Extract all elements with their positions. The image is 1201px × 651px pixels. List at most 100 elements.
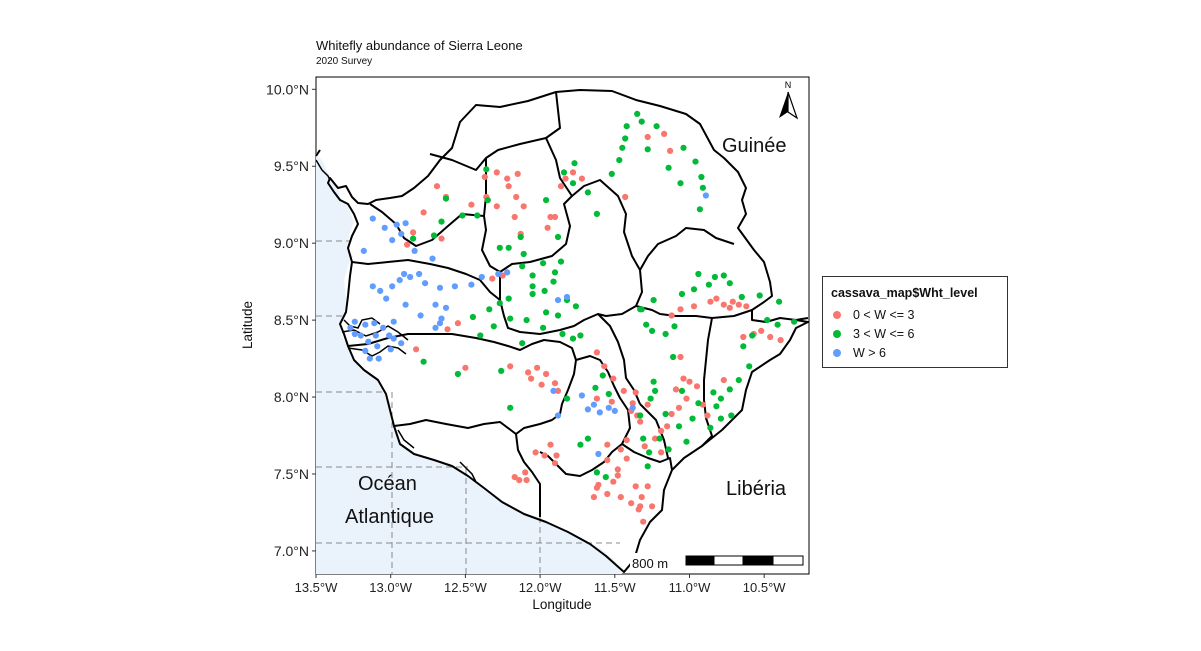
point-mid-109 [717, 395, 725, 402]
point-high-34 [371, 320, 378, 327]
point-mid-72 [602, 474, 609, 481]
point-low-30 [489, 275, 496, 282]
y-axis-label: Latitude [240, 301, 255, 349]
point-high-25 [417, 312, 424, 319]
x-axis-label: Longitude [532, 597, 591, 612]
point-high-27 [442, 304, 450, 311]
point-low-53 [604, 441, 611, 448]
point-low-109 [693, 383, 701, 390]
point-mid-92 [695, 270, 702, 278]
point-high-16 [422, 280, 429, 287]
label-ocean-line2: Atlantique [345, 506, 434, 528]
point-low-63 [595, 481, 602, 488]
point-mid-14 [540, 260, 547, 267]
scale-bar-label: 800 m [632, 556, 668, 571]
point-mid-64 [507, 404, 514, 411]
point-mid-95 [711, 273, 719, 281]
point-high-53 [584, 406, 592, 413]
label-ocean-line1: Océan [358, 473, 417, 495]
point-high-36 [351, 318, 358, 325]
point-low-15 [513, 193, 520, 201]
point-mid-39 [699, 184, 707, 191]
point-low-69 [644, 483, 651, 490]
point-mid-85 [671, 323, 678, 330]
point-high-58 [629, 404, 636, 411]
point-high-48 [387, 346, 394, 353]
point-low-35 [507, 363, 514, 370]
point-mid-22 [560, 169, 568, 176]
point-low-13 [514, 170, 521, 177]
point-low-22 [562, 175, 569, 182]
y-tick-label-2: 8.0°N [274, 389, 309, 405]
point-mid-115 [695, 400, 702, 407]
point-high-14 [407, 273, 414, 281]
point-mid-0 [442, 195, 450, 202]
point-low-64 [604, 490, 611, 498]
point-low-94 [690, 303, 698, 310]
point-mid-97 [726, 280, 733, 287]
point-mid-16 [529, 283, 536, 290]
x-axis-ticks: 13.5°W 13.0°W 12.5°W 12.0°W 11.5°W 11.0°W 10.5… [295, 574, 786, 595]
point-high-8 [360, 247, 367, 254]
point-mid-46 [486, 306, 493, 313]
point-low-28 [667, 147, 674, 154]
point-low-33 [413, 346, 420, 353]
point-low-5 [438, 235, 445, 242]
point-high-50 [563, 293, 571, 301]
point-high-38 [351, 330, 358, 338]
point-low-47 [608, 398, 615, 405]
point-low-38 [528, 375, 535, 382]
point-high-47 [398, 340, 405, 347]
point-mid-78 [662, 410, 669, 418]
point-mid-52 [543, 309, 550, 316]
point-low-21 [557, 183, 565, 190]
point-mid-55 [490, 323, 497, 330]
point-low-82 [523, 477, 530, 484]
point-high-59 [554, 412, 562, 419]
point-low-95 [707, 298, 714, 305]
point-high-57 [611, 407, 618, 414]
point-mid-63 [498, 367, 505, 374]
x-tick-label-3: 12.0°W [519, 580, 563, 595]
point-mid-31 [623, 123, 630, 130]
point-mid-29 [619, 144, 626, 151]
x-tick-label-2: 12.5°W [444, 580, 488, 595]
point-high-37 [347, 324, 354, 331]
point-mid-53 [523, 317, 530, 324]
point-mid-86 [678, 290, 686, 298]
point-mid-18 [550, 278, 557, 285]
point-high-42 [372, 332, 379, 339]
point-low-20 [551, 213, 559, 221]
point-low-104 [758, 327, 765, 334]
point-mid-10 [505, 244, 512, 251]
point-low-32 [444, 326, 451, 333]
point-high-20 [478, 273, 485, 281]
point-mid-82 [678, 387, 686, 394]
point-high-46 [390, 335, 397, 342]
point-low-112 [704, 412, 711, 419]
point-mid-68 [605, 390, 612, 398]
point-high-29 [432, 324, 439, 331]
y-tick-label-1: 7.5°N [274, 466, 309, 482]
point-high-23 [383, 295, 390, 302]
coast-detail [315, 159, 477, 483]
point-low-27 [661, 130, 668, 137]
point-high-0 [369, 215, 376, 222]
point-mid-91 [637, 306, 644, 313]
north-arrow-icon: N [779, 80, 799, 120]
point-low-108 [686, 378, 693, 385]
point-mid-118 [665, 446, 672, 453]
point-mid-41 [698, 173, 705, 181]
district-line-1 [429, 91, 561, 171]
point-high-31 [390, 318, 397, 325]
point-high-60 [595, 450, 602, 458]
point-low-48 [632, 389, 639, 396]
point-mid-7 [474, 212, 481, 219]
point-high-24 [402, 301, 409, 308]
legend-label-mid: 3 < W <= 6 [853, 327, 915, 341]
district-line-12 [621, 443, 673, 471]
point-low-83 [652, 435, 659, 442]
point-low-18 [547, 213, 554, 221]
point-low-25 [622, 193, 629, 201]
